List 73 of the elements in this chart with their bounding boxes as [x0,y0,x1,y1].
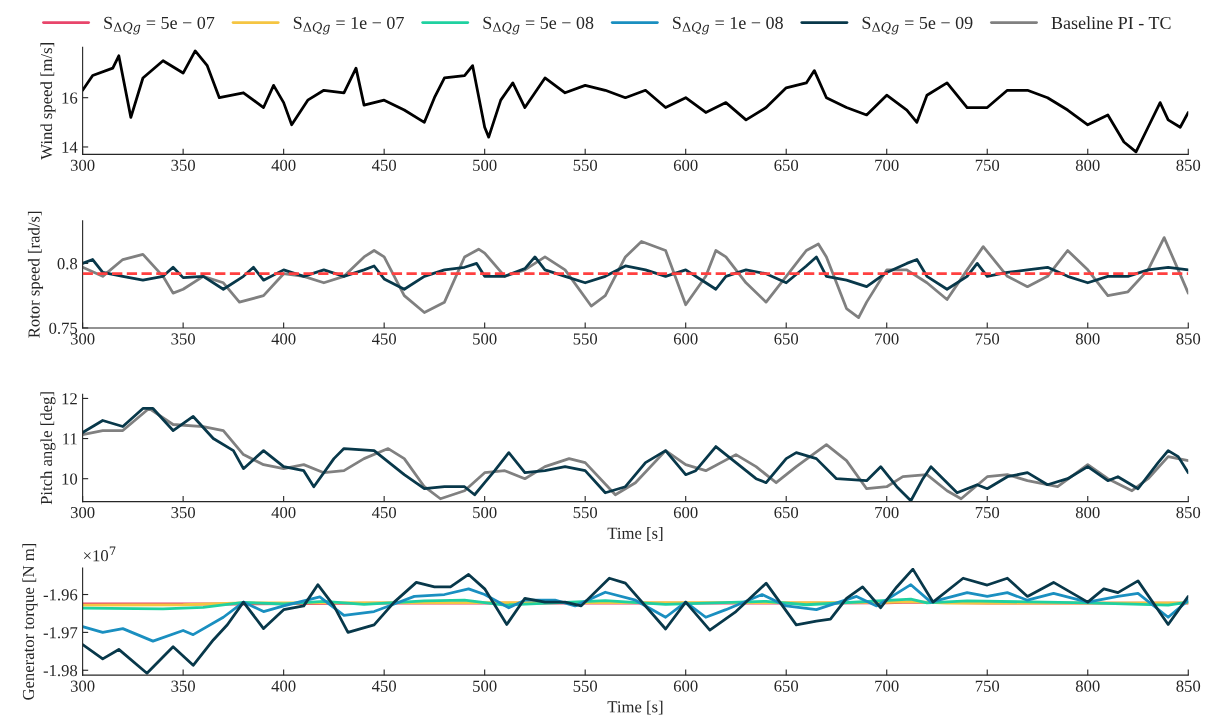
x-axis-title: Time [s] [607,700,663,715]
legend-label: S$_{ΔQg}$ = 1e − 08 [673,16,783,35]
y-axis-title: Pitch angle [deg] [40,392,56,505]
line-series [82,568,1189,675]
x-tick-label: 700 [875,680,899,692]
x-tick-label: 750 [975,506,1000,519]
x-tick-label: 350 [171,333,195,345]
legend-label: S$_{ΔQg}$ = 5e − 08 [483,16,594,35]
x-tick-label: 700 [875,333,899,345]
x-tick-label: 850 [1176,333,1201,345]
x-tick-label: 850 [1176,159,1201,171]
x-tick-label: 750 [975,680,1000,692]
x-tick-label: 800 [1075,333,1100,345]
x-tick-label: 650 [774,506,799,519]
x-tick-label: 500 [473,159,497,171]
y-tick-label: -1.96 [43,589,78,601]
y-tick-label: 11 [63,433,77,445]
x-tick-label: 400 [271,159,296,171]
x-tick-label: 800 [1075,506,1100,519]
x-tick-label: 600 [673,680,698,692]
x-tick-label: 450 [371,680,397,692]
x-tick-label: 400 [271,333,296,345]
y-tick-label: 14 [62,141,78,153]
x-tick-label: 550 [573,506,598,519]
y-tick-label: -1.97 [43,627,78,639]
x-tick-label: 350 [171,506,195,519]
x-tick-label: 500 [473,680,497,692]
x-tick-label: 300 [70,333,95,345]
line-series [82,49,1189,154]
x-tick-label: 850 [1176,680,1201,692]
x-tick-label: 850 [1176,506,1201,519]
x-tick-label: 650 [774,159,799,171]
x-tick-label: 550 [573,159,598,171]
x-tick-label: 700 [875,506,899,519]
y-tick-label: 16 [62,92,78,104]
x-tick-label: 400 [271,506,296,519]
x-tick-label: 800 [1075,680,1100,692]
x-tick-label: 800 [1075,159,1100,171]
x-tick-label: 600 [673,333,698,345]
legend-label: S$_{ΔQg}$ = 1e − 07 [293,16,404,35]
x-tick-label: 650 [774,333,799,345]
x-tick-label: 700 [875,159,899,171]
x-tick-label: 350 [171,680,195,692]
x-tick-label: 450 [371,506,397,519]
y-axis-title: Generator torque [N m] [22,543,38,700]
x-tick-label: 500 [473,333,497,345]
legend-label: Baseline PI - TC [1051,16,1171,30]
x-tick-label: 450 [371,159,397,171]
y-tick-label: 10 [62,473,78,485]
x-axis-title: Time [s] [607,527,663,541]
x-tick-label: 400 [271,680,296,692]
x-tick-label: 750 [975,333,1000,345]
x-tick-label: 550 [573,680,598,692]
x-tick-label: 300 [70,159,95,171]
x-tick-label: 500 [473,506,497,519]
x-tick-label: 300 [70,680,95,692]
x-tick-label: 550 [573,333,598,345]
x-tick-label: 600 [673,159,698,171]
y-axis-title: Wind speed [m/s] [40,43,56,160]
y-tick-label: -1.98 [43,664,78,677]
x-tick-label: 450 [371,333,397,345]
y-tick-label: 12 [62,393,77,405]
x-tick-label: 350 [171,159,195,171]
y-tick-label: 0.75 [49,322,78,334]
x-tick-label: 650 [774,680,799,692]
y-tick-label: 0.8 [57,258,78,270]
legend-label: S$_{ΔQg}$ = 5e − 09 [862,16,973,35]
y-axis-title: Rotor speed [rad/s] [27,211,44,338]
x-tick-label: 600 [673,506,698,519]
x-tick-label: 750 [975,159,1000,171]
legend-label: S$_{ΔQg}$ = 5e − 07 [104,16,215,35]
text: ×10$^{7}$ [83,546,116,562]
x-tick-label: 300 [70,506,95,519]
